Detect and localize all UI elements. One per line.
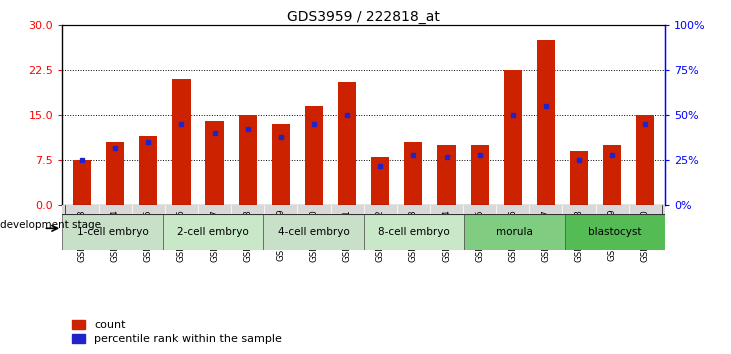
Text: GSM456659: GSM456659 (607, 209, 617, 262)
Bar (238, 115, 257, 205)
Bar (106, 142, 124, 205)
Text: GSM456646: GSM456646 (177, 209, 186, 262)
Text: GSM456647: GSM456647 (210, 209, 219, 262)
Text: GSM456654: GSM456654 (442, 209, 451, 262)
Text: 2-cell embryo: 2-cell embryo (177, 227, 249, 237)
Bar (338, 82, 356, 205)
Bar (173, 79, 191, 205)
Text: 8-cell embryo: 8-cell embryo (378, 227, 450, 237)
Text: GSM456645: GSM456645 (144, 209, 153, 262)
Text: GSM456651: GSM456651 (343, 209, 352, 262)
Text: GSM456653: GSM456653 (409, 209, 418, 262)
Bar (73, 160, 91, 205)
Bar (272, 124, 290, 205)
Bar (263, 214, 364, 250)
Bar (504, 70, 522, 205)
Legend: count, percentile rank within the sample: count, percentile rank within the sample (68, 315, 287, 348)
Title: GDS3959 / 222818_at: GDS3959 / 222818_at (287, 10, 440, 24)
Bar (205, 121, 224, 205)
Bar (603, 145, 621, 205)
Text: GSM456655: GSM456655 (475, 209, 484, 262)
Bar (636, 115, 654, 205)
Text: GSM456650: GSM456650 (309, 209, 319, 262)
Text: GSM456658: GSM456658 (575, 209, 583, 262)
Bar (537, 40, 555, 205)
Bar (305, 106, 323, 205)
Text: GSM456648: GSM456648 (243, 209, 252, 262)
Text: GSM456649: GSM456649 (276, 209, 285, 262)
Text: development stage: development stage (0, 220, 101, 230)
Text: GSM456660: GSM456660 (641, 209, 650, 262)
Bar (62, 214, 163, 250)
Bar (163, 214, 263, 250)
Text: 1-cell embryo: 1-cell embryo (77, 227, 148, 237)
Bar (371, 157, 390, 205)
Text: GSM456644: GSM456644 (110, 209, 120, 262)
Bar (364, 214, 464, 250)
Bar (139, 136, 157, 205)
Bar (437, 145, 455, 205)
Bar (471, 145, 489, 205)
Bar (464, 214, 565, 250)
Text: GSM456643: GSM456643 (77, 209, 86, 262)
Text: blastocyst: blastocyst (588, 227, 642, 237)
Bar (565, 214, 665, 250)
Text: GSM456652: GSM456652 (376, 209, 385, 262)
Bar (570, 151, 588, 205)
Text: morula: morula (496, 227, 533, 237)
Text: 4-cell embryo: 4-cell embryo (278, 227, 349, 237)
Text: GSM456656: GSM456656 (508, 209, 518, 262)
Text: GSM456657: GSM456657 (542, 209, 550, 262)
Bar (404, 142, 423, 205)
